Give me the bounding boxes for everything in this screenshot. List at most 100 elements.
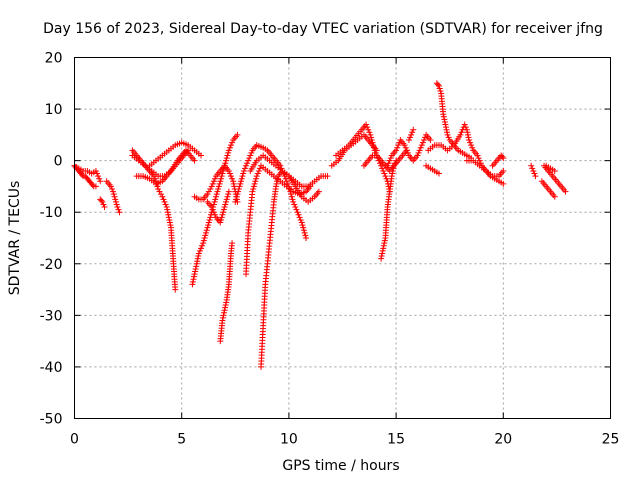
data-point: [274, 178, 281, 185]
data-point: [477, 160, 484, 167]
data-point: [409, 129, 416, 136]
data-point: [300, 224, 307, 231]
data-point: [92, 183, 99, 190]
data-point: [298, 219, 305, 226]
data-point: [251, 180, 258, 187]
data-point: [165, 211, 172, 218]
data-point: [273, 180, 280, 187]
data-point: [204, 191, 211, 198]
data-point: [110, 191, 117, 198]
data-point: [233, 196, 240, 203]
data-point: [172, 286, 179, 293]
data-point: [476, 157, 483, 164]
data-point: [378, 253, 385, 260]
data-point: [250, 186, 257, 193]
data-point: [468, 142, 475, 149]
data-point: [155, 186, 162, 193]
data-point: [193, 263, 200, 270]
data-point: [218, 175, 225, 182]
data-point: [222, 201, 229, 208]
x-tick-label: 10: [280, 432, 298, 448]
data-point: [444, 131, 451, 138]
data-point: [195, 250, 202, 257]
data-point: [222, 160, 229, 167]
y-tick-label: 10: [45, 102, 63, 118]
data-point: [97, 178, 104, 185]
data-point: [220, 167, 227, 174]
series-arc-2: [71, 162, 104, 185]
data-point: [280, 170, 287, 177]
data-point: [407, 134, 414, 141]
y-tick-label: 0: [54, 154, 63, 170]
data-point: [163, 204, 170, 211]
data-point: [197, 245, 204, 252]
data-point: [274, 175, 281, 182]
data-point: [286, 186, 293, 193]
data-point: [364, 124, 371, 131]
data-point: [236, 183, 243, 190]
data-point: [211, 175, 218, 182]
data-point: [245, 157, 252, 164]
series-arc-30: [538, 178, 558, 200]
series-arc-11: [217, 240, 236, 345]
data-point: [234, 191, 241, 198]
data-point: [243, 162, 250, 169]
axis-ticks: [74, 57, 611, 419]
x-tick-label: 25: [602, 432, 620, 448]
data-point: [207, 186, 214, 193]
series-arc-3: [97, 196, 108, 211]
data-point: [217, 219, 224, 226]
data-point: [240, 167, 247, 174]
data-point: [202, 229, 209, 236]
data-point: [436, 85, 443, 92]
data-point: [366, 129, 373, 136]
data-point: [219, 211, 226, 218]
data-point: [166, 219, 173, 226]
x-tick-label: 15: [387, 432, 405, 448]
data-point: [79, 171, 86, 178]
data-point: [222, 302, 229, 309]
data-point: [224, 193, 231, 200]
data-point: [111, 193, 118, 200]
data-point: [238, 178, 245, 185]
data-point: [233, 193, 240, 200]
data-point: [225, 167, 232, 174]
data-point: [283, 178, 290, 185]
data-point: [235, 186, 242, 193]
data-point: [113, 201, 120, 208]
data-point: [531, 170, 538, 177]
data-point: [380, 245, 387, 252]
series-arc-23: [423, 162, 442, 177]
data-point: [223, 157, 230, 164]
data-point: [228, 142, 235, 149]
data-point: [240, 170, 247, 177]
data-point: [211, 198, 218, 205]
data-point: [192, 265, 199, 272]
tick-labels: 0 5 10 15 20 25 -50 -40 -30 -20 -10 0 10 20: [40, 51, 620, 448]
data-point: [164, 209, 171, 216]
data-point: [203, 227, 210, 234]
series-arc-7: [133, 147, 192, 187]
series-arc-29: [541, 162, 569, 195]
data-point: [435, 82, 442, 89]
data-point: [159, 193, 166, 200]
data-point: [211, 211, 218, 218]
data-point: [195, 253, 202, 260]
data-point: [291, 201, 298, 208]
data-point: [282, 175, 289, 182]
data-point: [418, 142, 425, 149]
data-point: [246, 155, 253, 162]
data-point: [302, 232, 309, 239]
data-point: [237, 180, 244, 187]
data-point: [434, 81, 441, 88]
data-point: [231, 183, 238, 190]
y-axis-label: SDTVAR / TECUs: [7, 181, 23, 296]
data-point: [370, 144, 377, 151]
data-point: [363, 121, 370, 128]
data-point: [444, 129, 451, 136]
data-point: [225, 147, 232, 154]
data-point: [223, 198, 230, 205]
data-point: [157, 191, 164, 198]
data-point: [381, 170, 388, 177]
data-point: [210, 178, 217, 185]
